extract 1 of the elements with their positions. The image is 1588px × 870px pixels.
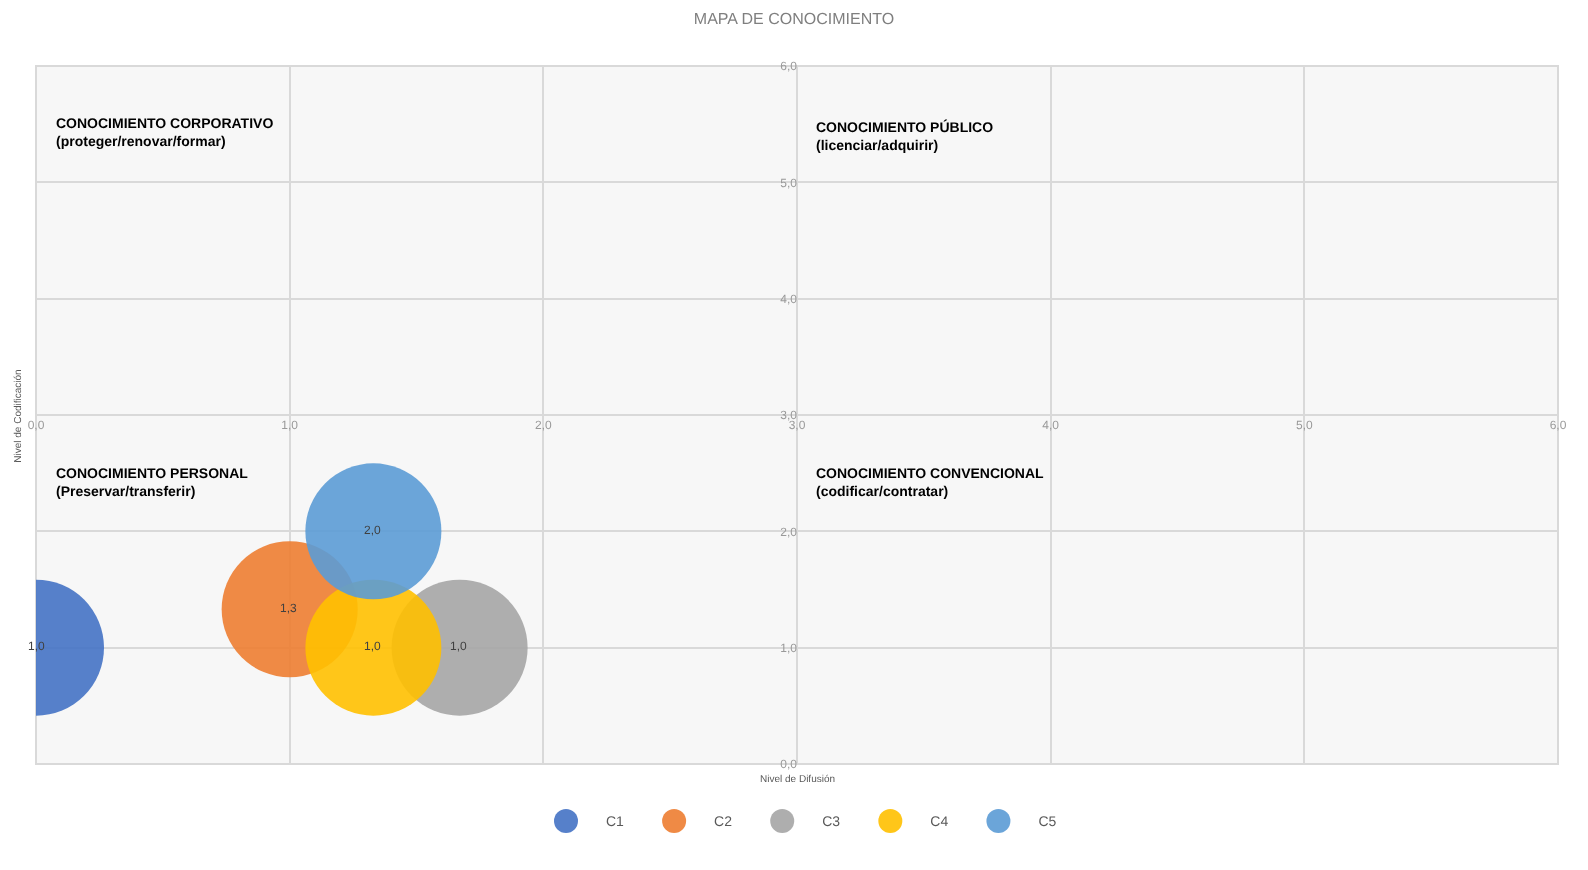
chart-title: MAPA DE CONOCIMIENTO xyxy=(693,10,895,29)
